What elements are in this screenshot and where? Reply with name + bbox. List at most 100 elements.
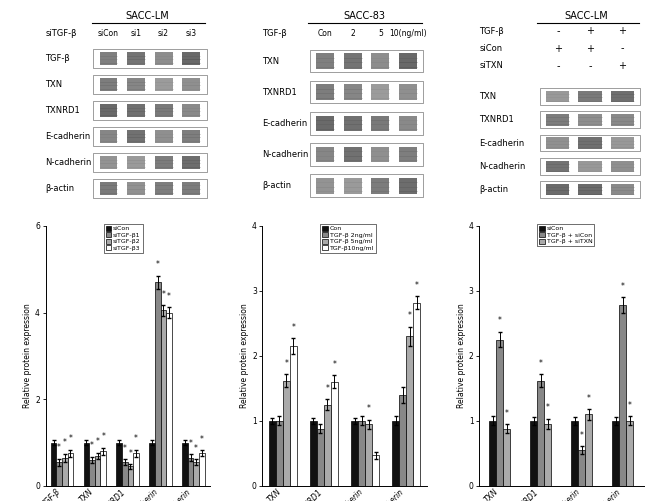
Text: *: * xyxy=(621,282,625,291)
Bar xyxy=(199,453,205,486)
Text: siTGF-β: siTGF-β xyxy=(46,29,77,38)
FancyBboxPatch shape xyxy=(310,174,423,197)
Bar xyxy=(413,303,420,486)
FancyBboxPatch shape xyxy=(93,75,207,94)
Bar xyxy=(496,340,503,486)
Text: *: * xyxy=(167,292,171,301)
Bar xyxy=(283,381,290,486)
FancyBboxPatch shape xyxy=(99,52,118,65)
Text: *: * xyxy=(291,323,295,332)
Text: β-actin: β-actin xyxy=(263,181,291,190)
Bar xyxy=(358,421,365,486)
Bar xyxy=(150,442,155,486)
Text: TXNRD1: TXNRD1 xyxy=(263,88,297,97)
FancyBboxPatch shape xyxy=(310,112,423,135)
FancyBboxPatch shape xyxy=(310,81,423,103)
FancyBboxPatch shape xyxy=(317,53,334,69)
FancyBboxPatch shape xyxy=(99,78,118,91)
FancyBboxPatch shape xyxy=(578,91,602,102)
Text: siCon: siCon xyxy=(98,29,119,38)
FancyBboxPatch shape xyxy=(182,182,200,195)
Bar xyxy=(351,421,358,486)
Bar xyxy=(166,313,172,486)
FancyBboxPatch shape xyxy=(372,84,389,100)
Bar xyxy=(503,429,510,486)
FancyBboxPatch shape xyxy=(578,137,602,149)
Bar xyxy=(182,442,188,486)
Text: *: * xyxy=(587,394,591,403)
Text: si1: si1 xyxy=(131,29,142,38)
Bar xyxy=(188,458,193,486)
FancyBboxPatch shape xyxy=(310,50,423,72)
Text: TGF-β: TGF-β xyxy=(479,27,504,36)
Text: *: * xyxy=(156,260,160,269)
Bar xyxy=(627,421,634,486)
FancyBboxPatch shape xyxy=(399,147,417,162)
FancyBboxPatch shape xyxy=(578,160,602,172)
Text: E-cadherin: E-cadherin xyxy=(263,119,307,128)
Text: siTXN: siTXN xyxy=(479,61,503,70)
FancyBboxPatch shape xyxy=(99,130,118,143)
Bar xyxy=(122,462,127,486)
Text: *: * xyxy=(367,404,370,413)
Text: Con: Con xyxy=(318,29,333,38)
Text: *: * xyxy=(90,441,94,450)
Y-axis label: Relative protein expression: Relative protein expression xyxy=(240,304,249,408)
FancyBboxPatch shape xyxy=(399,53,417,69)
Text: E-cadherin: E-cadherin xyxy=(479,139,525,148)
Text: SACC-LM: SACC-LM xyxy=(125,11,169,21)
FancyBboxPatch shape xyxy=(155,182,172,195)
Bar xyxy=(84,442,89,486)
Text: *: * xyxy=(505,409,509,418)
Text: +: + xyxy=(586,44,594,54)
Text: SACC-LM: SACC-LM xyxy=(564,11,608,21)
Text: TXN: TXN xyxy=(263,57,280,66)
FancyBboxPatch shape xyxy=(611,137,634,149)
Bar xyxy=(95,455,100,486)
Text: 5: 5 xyxy=(378,29,383,38)
Text: +: + xyxy=(554,44,562,54)
FancyBboxPatch shape xyxy=(182,130,200,143)
Legend: siCon, siTGF-β1, siTGF-β2, siTGF-β3: siCon, siTGF-β1, siTGF-β2, siTGF-β3 xyxy=(103,224,142,253)
Text: -: - xyxy=(588,61,592,71)
Bar xyxy=(331,382,338,486)
FancyBboxPatch shape xyxy=(372,178,389,193)
FancyBboxPatch shape xyxy=(127,130,145,143)
FancyBboxPatch shape xyxy=(399,116,417,131)
Text: *: * xyxy=(498,316,502,325)
FancyBboxPatch shape xyxy=(540,135,640,151)
FancyBboxPatch shape xyxy=(155,156,172,169)
Text: +: + xyxy=(618,61,627,71)
FancyBboxPatch shape xyxy=(344,178,362,193)
Legend: Con, TGF-β 2ng/ml, TGF-β 5ng/ml, TGF-β10ng/ml: Con, TGF-β 2ng/ml, TGF-β 5ng/ml, TGF-β10… xyxy=(320,224,376,253)
Text: *: * xyxy=(63,438,67,447)
Text: β-actin: β-actin xyxy=(46,184,75,193)
Text: *: * xyxy=(194,443,198,452)
Text: *: * xyxy=(200,435,203,444)
Text: *: * xyxy=(161,290,165,299)
Bar xyxy=(544,424,551,486)
Text: *: * xyxy=(333,360,337,369)
FancyBboxPatch shape xyxy=(99,182,118,195)
FancyBboxPatch shape xyxy=(127,78,145,91)
Bar xyxy=(100,451,106,486)
Text: -: - xyxy=(621,44,624,54)
FancyBboxPatch shape xyxy=(546,184,569,195)
FancyBboxPatch shape xyxy=(99,156,118,169)
Text: *: * xyxy=(408,311,411,320)
FancyBboxPatch shape xyxy=(127,156,145,169)
FancyBboxPatch shape xyxy=(182,52,200,65)
Bar xyxy=(406,336,413,486)
Bar xyxy=(586,414,592,486)
Bar xyxy=(127,466,133,486)
Bar xyxy=(155,282,161,486)
Bar xyxy=(399,395,406,486)
FancyBboxPatch shape xyxy=(372,147,389,162)
FancyBboxPatch shape xyxy=(127,104,145,117)
FancyBboxPatch shape xyxy=(155,78,172,91)
Bar xyxy=(68,453,73,486)
Text: N-cadherin: N-cadherin xyxy=(263,150,309,159)
FancyBboxPatch shape xyxy=(611,160,634,172)
Text: *: * xyxy=(96,437,99,446)
FancyBboxPatch shape xyxy=(344,53,362,69)
